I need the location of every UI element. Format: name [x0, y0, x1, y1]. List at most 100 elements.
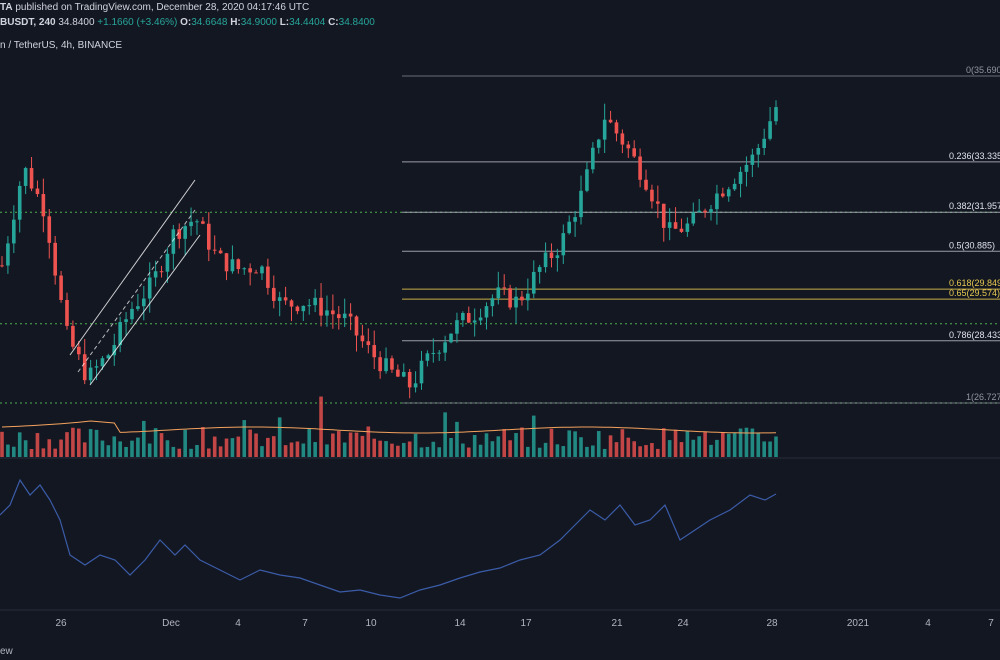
candle-body [366, 341, 371, 346]
volume-bar [661, 428, 666, 457]
volume-bar [41, 448, 46, 457]
fib-label-2: 0.382(31.957) [949, 201, 1000, 211]
candle-body [266, 266, 270, 288]
candle-body [756, 148, 761, 155]
candle-body [691, 212, 696, 224]
volume-bar [248, 429, 252, 457]
channel-line-upper [69, 179, 196, 356]
candle-body [561, 233, 566, 256]
candle-body [53, 242, 57, 276]
volume-bar [673, 429, 678, 457]
candle-body [661, 203, 666, 228]
candle-body [407, 371, 412, 388]
volume-bar [697, 436, 701, 457]
candle-body [709, 209, 713, 213]
candle-body [189, 221, 193, 227]
volume-bar [159, 433, 164, 457]
volume-bar [667, 440, 672, 457]
volume-bar [774, 436, 778, 457]
volume-bar [561, 446, 566, 457]
channel-line-mid [77, 209, 196, 373]
volume-bar [703, 432, 707, 457]
candle-body [579, 190, 583, 218]
candle-body [620, 133, 625, 145]
candle-body [750, 154, 755, 165]
volume-bar [189, 448, 193, 457]
candle-body [153, 271, 158, 278]
x-tick-label: 7 [988, 618, 994, 629]
volume-bar [620, 429, 625, 457]
volume-bar [29, 448, 34, 457]
volume-bar [472, 434, 477, 457]
candle-body [608, 119, 613, 123]
candle-body [656, 201, 660, 204]
candle-body [41, 194, 46, 217]
volume-bar [106, 445, 111, 457]
low-value: 34.4404 [289, 17, 326, 28]
volume-bar [65, 432, 69, 457]
volume-bar [744, 427, 749, 457]
candle-body [697, 210, 701, 213]
publish-info: TA published on TradingView.com, Decembe… [0, 2, 310, 13]
volume-bar [165, 440, 170, 457]
volume-bar [526, 446, 530, 457]
volume-bar [413, 433, 418, 457]
volume-bar [709, 444, 713, 457]
volume-bar [585, 446, 589, 457]
volume-bar [650, 443, 654, 457]
volume-bar [118, 441, 122, 457]
volume-bar [632, 441, 636, 457]
ohlc-legend: BUSDT, 240 34.8400 +1.1660 (+3.46%) O:34… [0, 17, 375, 28]
x-tick-label: 21 [611, 618, 623, 629]
volume-bar [384, 441, 388, 457]
candle-body [626, 144, 631, 149]
volume-bar [396, 445, 400, 457]
x-tick-label: 4 [235, 618, 241, 629]
high-value: 34.9000 [240, 17, 277, 28]
candle-body [88, 367, 93, 381]
candle-body [354, 316, 359, 336]
volume-bar [59, 439, 63, 457]
x-tick-label: 24 [677, 618, 689, 629]
volume-bar [218, 446, 223, 457]
candle-body [490, 298, 495, 307]
x-tick-label: 14 [454, 618, 466, 629]
candle-body [248, 268, 252, 273]
volume-bar [596, 431, 601, 457]
volume-bar [136, 437, 140, 457]
volume-bar [360, 435, 365, 457]
candle-body [23, 168, 28, 186]
candle-body [715, 193, 719, 210]
candle-body [762, 138, 766, 149]
candle-body [650, 189, 654, 202]
volume-bar [319, 396, 323, 457]
volume-bar [726, 433, 731, 457]
candle-body [230, 259, 235, 272]
candle-body [738, 171, 743, 184]
volume-bar [289, 442, 294, 457]
volume-bar [17, 432, 22, 457]
candle-body [313, 297, 317, 306]
volume-bar [183, 429, 187, 457]
volume-bar [555, 444, 560, 457]
volume-bar [325, 444, 329, 457]
volume-bar [531, 415, 536, 457]
volume-bar [508, 440, 512, 457]
candle-body [47, 216, 52, 243]
volume-bar [283, 445, 288, 457]
volume-bar [171, 446, 176, 457]
volume-bar [721, 432, 725, 457]
volume-bar [490, 441, 495, 457]
candle-body [29, 168, 34, 189]
candle-body [744, 164, 749, 172]
candle-body [218, 250, 223, 254]
candle-body [419, 360, 424, 384]
candle-body [35, 188, 40, 195]
volume-bar [271, 436, 276, 457]
volume-bar [443, 412, 447, 457]
volume-bar [431, 441, 436, 457]
fib-label-6: 0.786(28.433) [949, 330, 1000, 340]
candle-body [59, 275, 63, 300]
candle-body [721, 193, 725, 197]
